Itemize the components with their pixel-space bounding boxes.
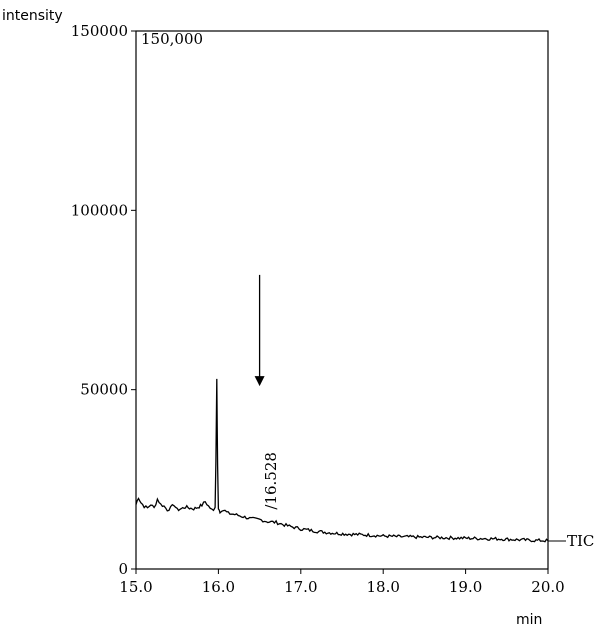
peak-time-annotation: /16.528 xyxy=(262,452,280,510)
plot-frame xyxy=(135,30,549,570)
x-axis-ticks: 15.0 16.0 17.0 18.0 19.0 20.0 xyxy=(119,569,565,596)
annotation-arrow xyxy=(254,274,265,387)
x-tick-label: 18.0 xyxy=(366,578,399,596)
y-tick-label: 150000 xyxy=(71,22,128,40)
arrow-head xyxy=(254,376,265,387)
x-tick-label: 19.0 xyxy=(449,578,482,596)
x-tick-label: 15.0 xyxy=(119,578,152,596)
y-axis-ticks: 0 50000 100000 150000 xyxy=(71,22,136,578)
y-tick-label: 0 xyxy=(118,560,128,578)
x-tick-label: 16.0 xyxy=(202,578,235,596)
x-tick-label: 20.0 xyxy=(531,578,564,596)
tic-trace xyxy=(135,378,549,543)
series-label: TIC xyxy=(567,532,594,550)
y-axis-label: intensity xyxy=(2,8,63,24)
y-tick-label: 100000 xyxy=(71,201,128,219)
x-tick-label: 17.0 xyxy=(284,578,317,596)
scale-label: 150,000 xyxy=(141,30,203,48)
y-tick-label: 50000 xyxy=(80,381,128,399)
x-axis-label: min xyxy=(516,612,542,628)
